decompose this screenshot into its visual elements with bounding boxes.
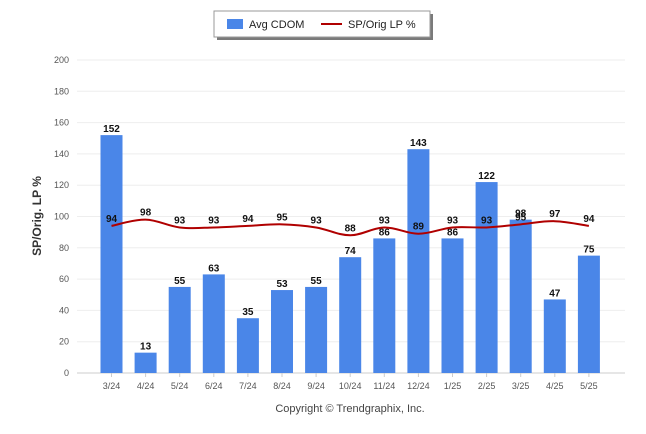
bar <box>134 352 157 373</box>
bar-value-label: 98 <box>515 209 527 220</box>
line-series <box>111 218 590 237</box>
line-value-label: 94 <box>242 214 254 225</box>
bar <box>577 255 600 373</box>
line-value-label: 89 <box>413 222 425 233</box>
x-tick-label: 3/25 <box>512 381 530 391</box>
y-tick-label: 40 <box>59 305 69 315</box>
bar-value-label: 53 <box>276 279 288 290</box>
legend: Avg CDOM SP/Orig LP % <box>213 10 433 40</box>
x-tick-label: 5/24 <box>171 381 189 391</box>
bar-value-label: 74 <box>345 246 357 257</box>
bar-value-label: 13 <box>140 342 152 353</box>
x-tick-label: 6/24 <box>205 381 223 391</box>
bar-value-label: 152 <box>103 124 120 135</box>
x-tick-label: 5/25 <box>580 381 598 391</box>
bar <box>202 274 225 373</box>
bar <box>543 299 566 373</box>
y-tick-label: 100 <box>54 212 69 222</box>
line-value-label: 94 <box>583 214 595 225</box>
y-tick-label: 80 <box>59 243 69 253</box>
x-tick-label: 7/24 <box>239 381 257 391</box>
bar <box>168 286 191 373</box>
bar-value-label: 47 <box>549 288 561 299</box>
line-value-label: 93 <box>447 215 459 226</box>
x-tick-label: 2/25 <box>478 381 496 391</box>
line-value-label: 95 <box>515 212 527 223</box>
bar-value-label: 122 <box>478 171 495 182</box>
x-axis: 3/24 4/24 5/24 6/24 7/24 8/24 9/24 10/24 11/24 12… <box>103 373 598 391</box>
copyright-text: Copyright © Trendgraphix, Inc. <box>275 403 424 415</box>
line-value-label: 93 <box>481 215 493 226</box>
legend-bar-swatch <box>227 19 243 29</box>
legend-line-label: SP/Orig LP % <box>348 19 416 31</box>
y-tick-label: 0 <box>64 368 69 378</box>
bar-value-label: 86 <box>447 227 459 238</box>
x-tick-label: 3/24 <box>103 381 121 391</box>
x-tick-label: 9/24 <box>307 381 325 391</box>
line-value-label: 95 <box>276 212 288 223</box>
bar-value-label: 75 <box>583 245 595 256</box>
bar-value-label: 35 <box>242 307 254 318</box>
bar <box>441 238 464 373</box>
y-tick-label: 120 <box>54 180 69 190</box>
line-value-label: 93 <box>311 215 323 226</box>
bar <box>373 238 396 373</box>
line-value-label: 93 <box>174 215 186 226</box>
y-tick-label: 140 <box>54 149 69 159</box>
line-value-label: 94 <box>106 214 118 225</box>
bar <box>271 290 293 373</box>
x-tick-label: 4/24 <box>137 381 155 391</box>
line-value-label: 88 <box>345 223 357 234</box>
bar-value-label: 63 <box>208 263 220 274</box>
x-tick-label: 11/24 <box>373 381 395 391</box>
bar <box>100 135 123 373</box>
bar-value-label: 55 <box>311 276 323 287</box>
bar <box>475 182 498 373</box>
y-tick-label: 60 <box>59 274 69 284</box>
y-tick-label: 160 <box>54 118 69 128</box>
y-tick-label: 200 <box>54 55 69 65</box>
x-tick-label: 12/24 <box>407 381 430 391</box>
x-tick-label: 4/25 <box>546 381 564 391</box>
x-tick-label: 1/25 <box>444 381 462 391</box>
line-value-label: 97 <box>549 209 561 220</box>
y-tick-label: 180 <box>54 86 69 96</box>
x-tick-label: 10/24 <box>339 381 362 391</box>
legend-bar-label: Avg CDOM <box>249 19 304 31</box>
gridlines <box>77 59 625 374</box>
bar <box>407 149 430 373</box>
bar <box>305 286 328 373</box>
y-axis-title: SP/Orig. LP % <box>30 176 44 256</box>
line-value-label: 98 <box>140 208 152 219</box>
y-axis: 0 20 40 60 80 100 120 140 160 180 200 <box>54 55 69 378</box>
line-value-label: 93 <box>208 215 220 226</box>
bar-value-labels: 152 13 55 63 35 53 55 74 86 143 86 122 98 47 75 <box>103 124 595 353</box>
bar-value-label: 86 <box>379 227 391 238</box>
line-path <box>111 218 590 237</box>
y-tick-label: 20 <box>59 337 69 347</box>
bar-value-label: 55 <box>174 276 186 287</box>
line-value-label: 93 <box>379 215 391 226</box>
bar <box>339 257 362 373</box>
bar <box>509 219 532 373</box>
line-value-labels: 94 98 93 93 94 95 93 88 93 89 93 93 95 97 94 <box>106 208 595 235</box>
bars <box>100 135 600 373</box>
bar-value-label: 143 <box>410 138 427 149</box>
bar <box>236 318 259 373</box>
x-tick-label: 8/24 <box>273 381 291 391</box>
